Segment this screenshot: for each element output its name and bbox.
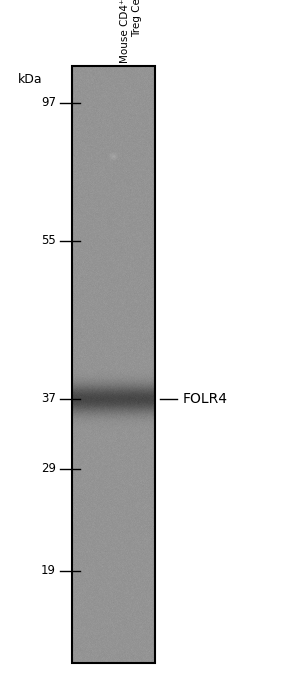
Text: Mouse CD4⁺ CD25⁺
Treg Cells: Mouse CD4⁺ CD25⁺ Treg Cells [120, 0, 142, 63]
Bar [72, 66, 155, 663]
Text: kDa: kDa [18, 73, 43, 86]
Text: 19: 19 [41, 565, 56, 578]
Text: 55: 55 [41, 234, 56, 247]
Text: 97: 97 [41, 97, 56, 109]
Text: 29: 29 [41, 462, 56, 475]
Text: FOLR4: FOLR4 [183, 392, 228, 406]
Text: 37: 37 [41, 392, 56, 406]
